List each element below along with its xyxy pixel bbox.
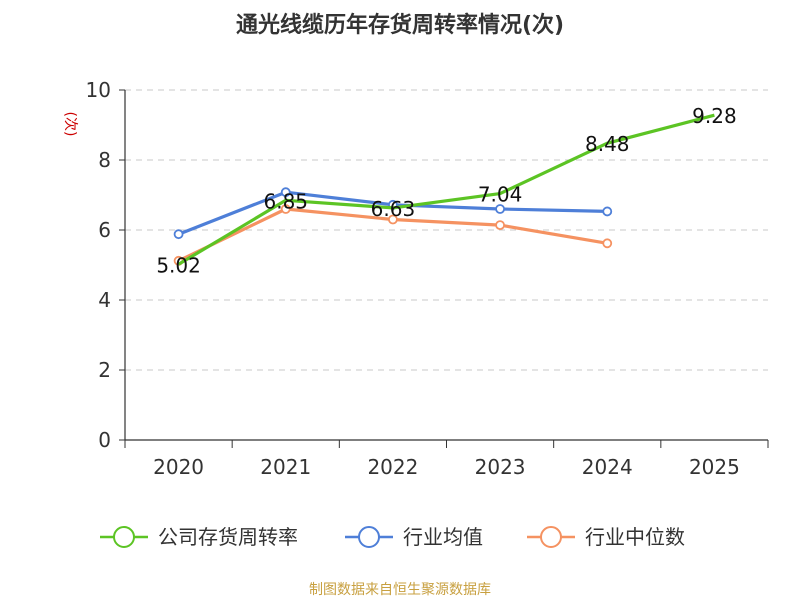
series-2-point-2 [388, 214, 398, 225]
legend-label-0: 公司存货周转率 [158, 525, 298, 549]
legend-item-2: 行业中位数 [527, 525, 685, 549]
data-label-2020: 5.02 [156, 253, 201, 277]
legend-label-2: 行业中位数 [585, 525, 685, 549]
x-tick-label-2022: 2022 [367, 455, 418, 479]
data-label-2025: 9.28 [692, 104, 737, 128]
x-tick-label-2024: 2024 [582, 455, 633, 479]
data-labels: 5.02 6.85 6.63 7.04 8.48 9.28 [156, 104, 736, 277]
legend-marker-1 [358, 526, 380, 548]
chart-title: 通光线缆历年存货周转率情况(次) [236, 12, 564, 38]
y-tick-label-0: 0 [98, 428, 111, 452]
y-tick-label-2: 2 [98, 358, 111, 382]
legend-label-1: 行业均值 [403, 525, 483, 549]
data-label-2022: 6.63 [371, 197, 416, 221]
y-tick-label-10: 10 [86, 78, 111, 102]
y-axis-unit-label: (次) [62, 112, 78, 137]
x-tick-label-2025: 2025 [689, 455, 740, 479]
y-tick-label-6: 6 [98, 218, 111, 242]
data-label-2024: 8.48 [585, 132, 630, 156]
y-tick-label-4: 4 [98, 288, 111, 312]
y-tick-label-8: 8 [98, 148, 111, 172]
legend-item-0: 公司存货周转率 [100, 525, 298, 549]
legend: 公司存货周转率 行业均值 行业中位数 [100, 525, 685, 549]
series-1-point-0 [173, 229, 184, 240]
series-2-point-3 [495, 220, 505, 231]
source-note: 制图数据来自恒生聚源数据库 [309, 582, 491, 598]
legend-item-1: 行业均值 [345, 525, 483, 549]
series-2-point-4 [602, 238, 613, 249]
series-lines [173, 113, 715, 266]
x-tick-label-2020: 2020 [153, 455, 204, 479]
series-1-point-1 [280, 187, 291, 198]
series-1-point-4 [602, 206, 613, 217]
grid-lines [125, 89, 768, 371]
series-line-0 [177, 113, 715, 266]
data-label-2023: 7.04 [478, 183, 523, 207]
x-tick-label-2023: 2023 [475, 455, 526, 479]
series-2-point-1 [280, 204, 291, 214]
series-1-point-3 [495, 204, 505, 214]
legend-marker-0 [113, 526, 135, 548]
data-label-2021: 6.85 [263, 189, 308, 213]
x-tick-label-2021: 2021 [260, 455, 311, 479]
axes: 0 2 4 6 8 10 2020 2021 2022 2023 2024 2025 [86, 78, 769, 479]
legend-marker-2 [540, 526, 562, 548]
